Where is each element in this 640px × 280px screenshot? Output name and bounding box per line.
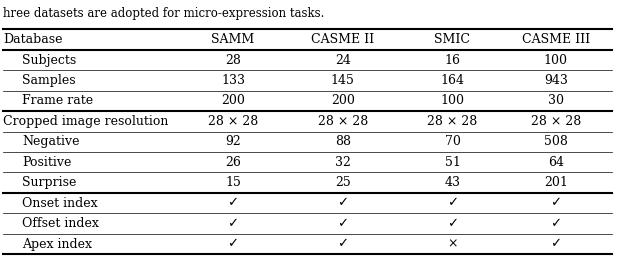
Text: 28: 28 (225, 53, 241, 67)
Text: 88: 88 (335, 135, 351, 148)
Text: ✓: ✓ (447, 197, 458, 210)
Text: Offset index: Offset index (22, 217, 99, 230)
Text: SMIC: SMIC (435, 33, 470, 46)
Text: SAMM: SAMM (211, 33, 255, 46)
Text: 100: 100 (544, 53, 568, 67)
Text: 145: 145 (331, 74, 355, 87)
Text: hree datasets are adopted for micro-expression tasks.: hree datasets are adopted for micro-expr… (3, 7, 324, 20)
Text: ✓: ✓ (337, 197, 348, 210)
Text: ✓: ✓ (447, 217, 458, 230)
Text: Subjects: Subjects (22, 53, 77, 67)
Text: Apex index: Apex index (22, 237, 92, 251)
Text: 28 × 28: 28 × 28 (208, 115, 258, 128)
Text: 92: 92 (225, 135, 241, 148)
Text: Onset index: Onset index (22, 197, 98, 210)
Text: 28 × 28: 28 × 28 (317, 115, 368, 128)
Text: 200: 200 (221, 94, 245, 108)
Text: ✓: ✓ (550, 217, 561, 230)
Text: ✓: ✓ (337, 237, 348, 251)
Text: 25: 25 (335, 176, 351, 189)
Text: 26: 26 (225, 156, 241, 169)
Text: Samples: Samples (22, 74, 76, 87)
Text: 508: 508 (544, 135, 568, 148)
Text: Database: Database (3, 33, 63, 46)
Text: ✓: ✓ (337, 217, 348, 230)
Text: ✓: ✓ (227, 217, 239, 230)
Text: 133: 133 (221, 74, 245, 87)
Text: 32: 32 (335, 156, 351, 169)
Text: 943: 943 (544, 74, 568, 87)
Text: CASME II: CASME II (311, 33, 374, 46)
Text: Frame rate: Frame rate (22, 94, 93, 108)
Text: 43: 43 (444, 176, 461, 189)
Text: Surprise: Surprise (22, 176, 77, 189)
Text: ×: × (447, 237, 458, 251)
Text: 28 × 28: 28 × 28 (531, 115, 581, 128)
Text: 24: 24 (335, 53, 351, 67)
Text: ✓: ✓ (227, 237, 239, 251)
Text: 70: 70 (445, 135, 460, 148)
Text: Cropped image resolution: Cropped image resolution (3, 115, 168, 128)
Text: ✓: ✓ (550, 197, 561, 210)
Text: CASME III: CASME III (522, 33, 590, 46)
Text: 164: 164 (440, 74, 465, 87)
Text: 28 × 28: 28 × 28 (428, 115, 477, 128)
Text: 15: 15 (225, 176, 241, 189)
Text: Positive: Positive (22, 156, 72, 169)
Text: 30: 30 (548, 94, 564, 108)
Text: ✓: ✓ (227, 197, 239, 210)
Text: ✓: ✓ (550, 237, 561, 251)
Text: Negative: Negative (22, 135, 80, 148)
Text: 100: 100 (440, 94, 465, 108)
Text: 201: 201 (544, 176, 568, 189)
Text: 200: 200 (331, 94, 355, 108)
Text: 51: 51 (445, 156, 460, 169)
Text: 64: 64 (548, 156, 564, 169)
Text: 16: 16 (444, 53, 461, 67)
